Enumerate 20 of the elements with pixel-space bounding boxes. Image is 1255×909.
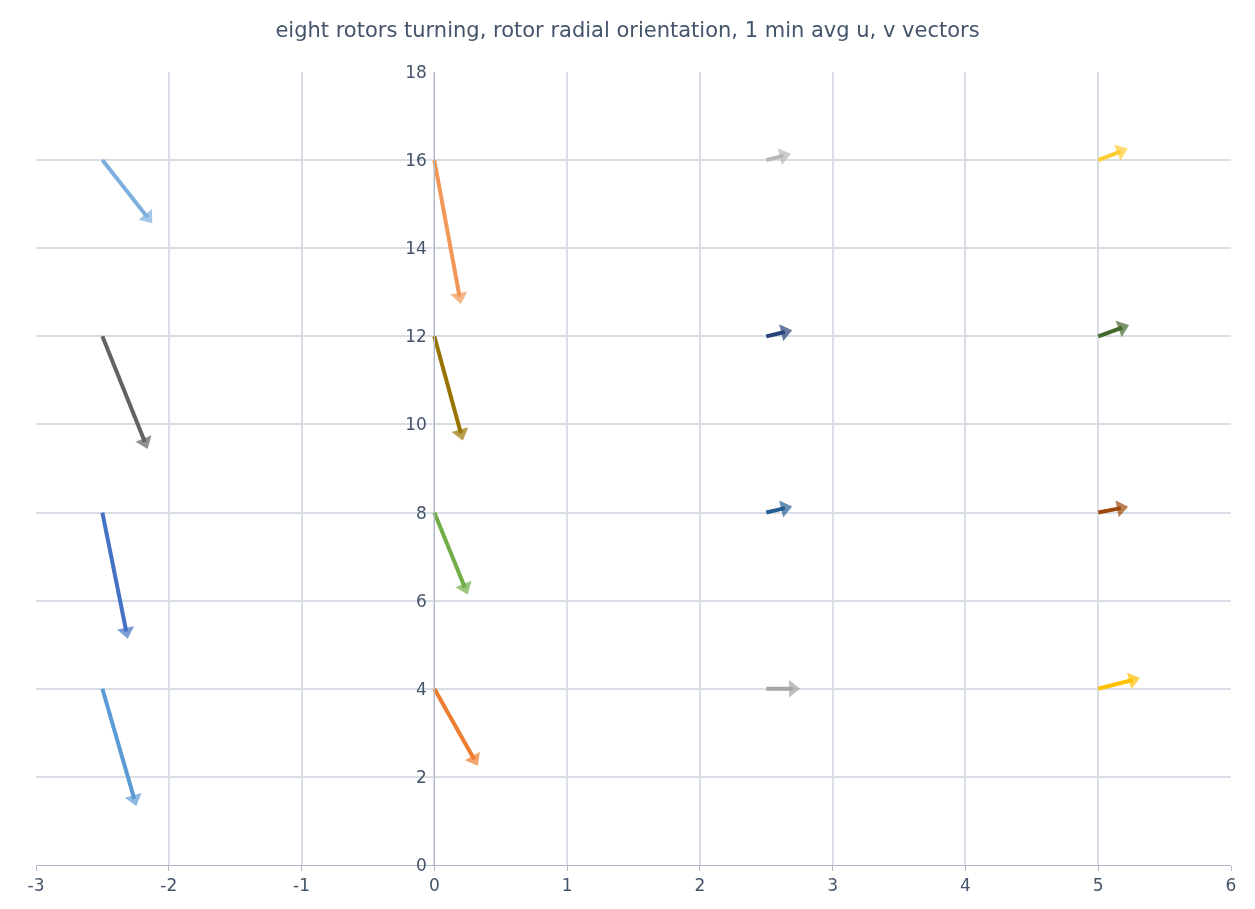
y-tick-label: 6 — [416, 590, 427, 611]
x-tick-label: -3 — [27, 875, 45, 896]
x-tick-label: 6 — [1225, 875, 1237, 896]
y-tick-label: 16 — [405, 150, 427, 171]
x-tick-label: -1 — [293, 875, 311, 896]
x-tick-label: 4 — [960, 875, 971, 896]
y-tick-label: 4 — [416, 678, 427, 699]
x-tick-label: 5 — [1092, 875, 1104, 896]
x-tick-label: 1 — [561, 875, 573, 896]
chart-title: eight rotors turning, rotor radial orientation, 1 min avg u, v vectors — [275, 18, 980, 43]
y-tick-label: 12 — [405, 326, 427, 347]
y-tick-label: 14 — [405, 238, 427, 259]
x-tick-label: 3 — [827, 875, 839, 896]
y-tick-label: 10 — [405, 414, 427, 435]
x-tick-label: 2 — [694, 875, 706, 896]
x-tick-label: -2 — [160, 875, 178, 896]
y-tick-label: 18 — [405, 61, 427, 82]
y-tick-label: 0 — [416, 854, 427, 875]
y-tick-label: 8 — [416, 502, 427, 523]
y-tick-label: 2 — [416, 766, 427, 787]
